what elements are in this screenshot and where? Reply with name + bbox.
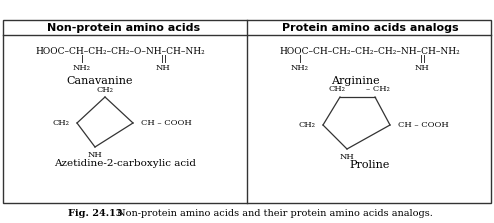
Text: NH: NH [414,64,429,72]
Text: NH: NH [156,64,170,72]
Text: HOOC–CH–CH₂–CH₂–O–NH–CH–NH₂: HOOC–CH–CH₂–CH₂–O–NH–CH–NH₂ [35,47,205,56]
Text: CH₂: CH₂ [52,119,70,127]
Text: Arginine: Arginine [330,76,379,86]
Text: NH₂: NH₂ [291,64,309,72]
Text: CH – COOH: CH – COOH [141,119,192,127]
Text: Azetidine-2-carboxylic acid: Azetidine-2-carboxylic acid [54,159,196,167]
Text: NH: NH [87,151,102,159]
Text: Protein amino acids analogs: Protein amino acids analogs [282,23,458,33]
Text: – CH₂: – CH₂ [366,85,390,93]
Text: Non-protein amino acids and their protein amino acids analogs.: Non-protein amino acids and their protei… [114,209,433,217]
Text: Non-protein amino acids: Non-protein amino acids [47,23,201,33]
Text: Proline: Proline [350,160,390,170]
Text: CH₂: CH₂ [298,121,316,129]
Text: NH₂: NH₂ [73,64,91,72]
Text: CH – COOH: CH – COOH [398,121,449,129]
Text: NH: NH [340,153,354,161]
Bar [3,20,491,203]
Text: Fig. 24.13: Fig. 24.13 [68,209,123,217]
Text: Canavanine: Canavanine [67,76,133,86]
Text: CH₂: CH₂ [96,86,114,94]
Text: CH₂: CH₂ [329,85,345,93]
Text: HOOC–CH–CH₂–CH₂–CH₂–NH–CH–NH₂: HOOC–CH–CH₂–CH₂–CH₂–NH–CH–NH₂ [280,47,460,56]
